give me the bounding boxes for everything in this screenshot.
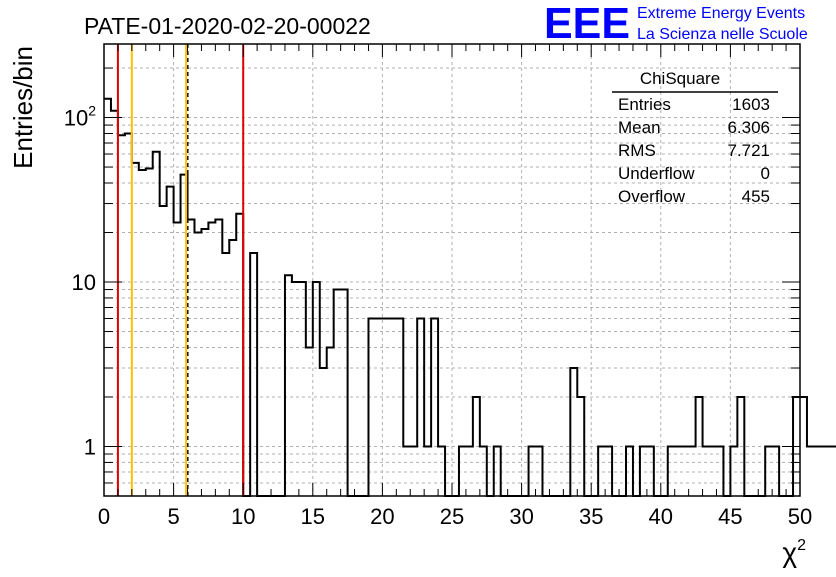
x-tick-label: 50: [788, 504, 812, 529]
x-tick-label: 30: [509, 504, 533, 529]
x-tick-label: 20: [370, 504, 394, 529]
x-tick-label: 40: [649, 504, 673, 529]
stats-title: ChiSquare: [640, 69, 720, 88]
y-tick-label: 1: [84, 434, 96, 459]
x-tick-label: 15: [301, 504, 325, 529]
x-tick-label: 45: [718, 504, 742, 529]
x-tick-label: 25: [440, 504, 464, 529]
stats-label-mean: Mean: [618, 118, 661, 137]
eee-logo-text: EEE: [544, 0, 630, 48]
x-tick-label: 0: [98, 504, 110, 529]
stats-value-rms: 7.721: [727, 141, 770, 160]
stats-label-entries: Entries: [618, 95, 671, 114]
stats-label-overflow: Overflow: [618, 187, 686, 206]
x-axis-label: χ2: [782, 537, 806, 568]
logo-line-2: La Scienza nelle Scuole: [637, 26, 808, 43]
x-tick-label: 10: [231, 504, 255, 529]
stats-value-underflow: 0: [761, 164, 770, 183]
stats-value-mean: 6.306: [727, 118, 770, 137]
chart-title: PATE-01-2020-02-20-00022: [84, 13, 371, 39]
y-axis-label: Entries/bin: [8, 46, 38, 169]
y-tick-label: 10: [72, 270, 96, 295]
logo-line-1: Extreme Energy Events: [637, 5, 805, 22]
reference-lines: [116, 44, 245, 496]
stats-label-rms: RMS: [618, 141, 656, 160]
x-tick-label: 5: [167, 504, 179, 529]
stats-box: ChiSquare Entries 1603 Mean 6.306 RMS 7.…: [612, 69, 778, 206]
eee-logo: EEE Extreme Energy Events La Scienza nel…: [544, 0, 808, 48]
grid: [104, 44, 800, 497]
stats-value-overflow: 455: [742, 187, 770, 206]
y-tick-label: 102: [64, 103, 96, 131]
stats-value-entries: 1603: [732, 95, 770, 114]
stats-label-underflow: Underflow: [618, 164, 695, 183]
x-tick-label: 35: [579, 504, 603, 529]
